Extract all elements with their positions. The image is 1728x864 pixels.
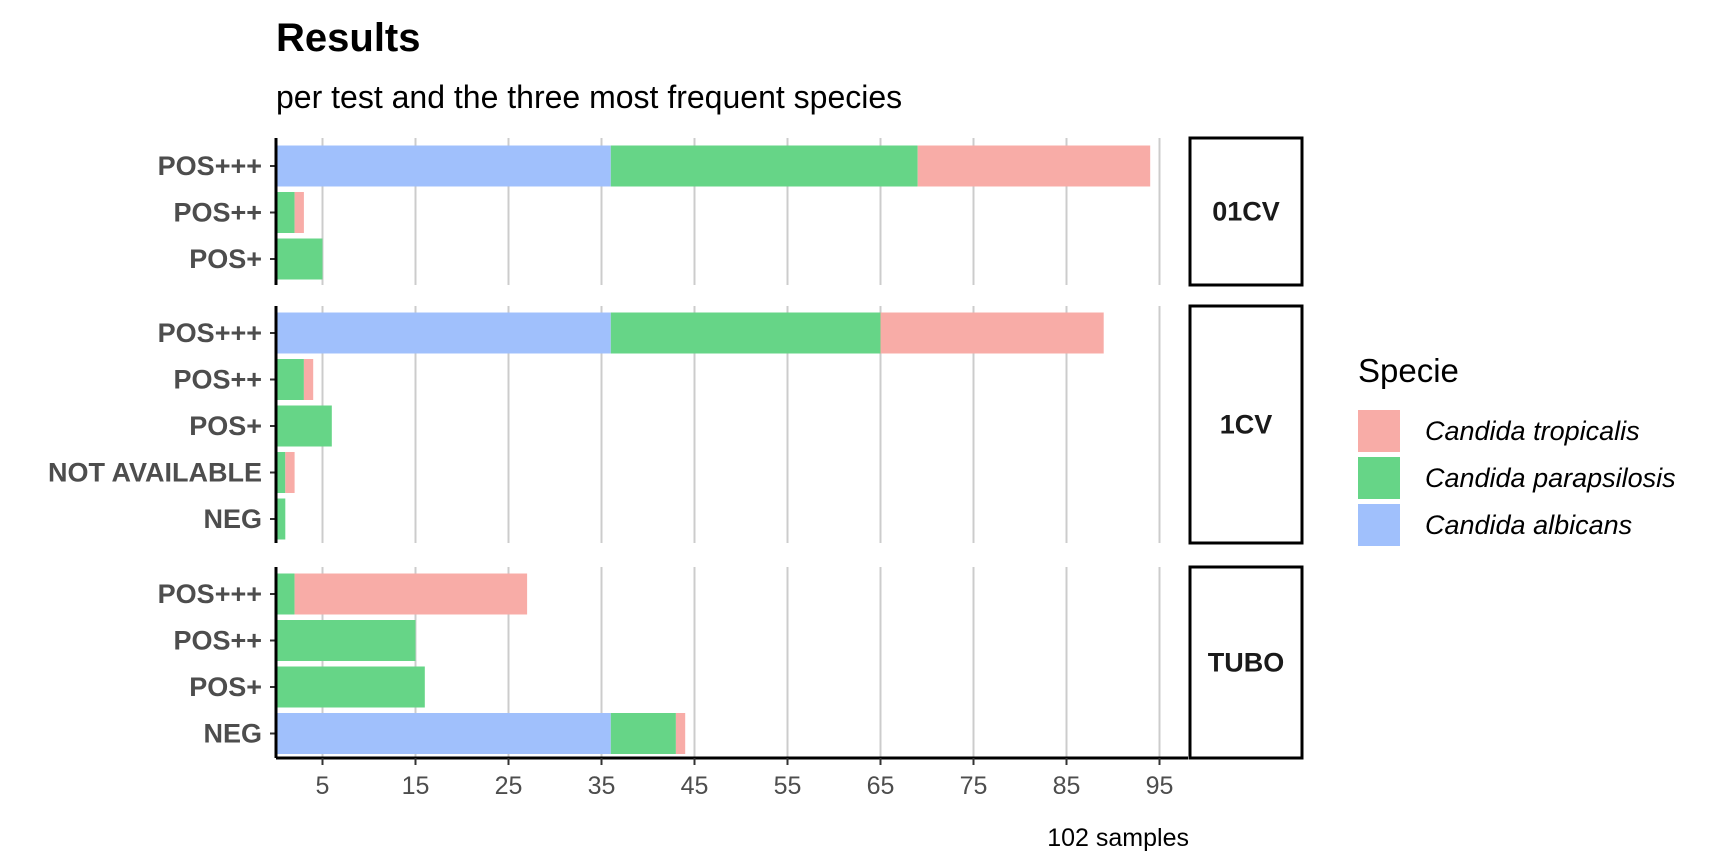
y-tick-label: NEG: [203, 504, 262, 534]
x-tick-label: 95: [1146, 772, 1174, 800]
facet-strip: [1188, 565, 1304, 760]
bar-candida-parapsilosis: [276, 238, 323, 280]
x-tick-label: 35: [588, 772, 616, 800]
y-tick-label: POS+++: [158, 318, 262, 348]
bar-candida-parapsilosis: [276, 573, 295, 615]
x-tick-label: 85: [1053, 772, 1081, 800]
x-tick-label: 5: [316, 772, 330, 800]
legend-label: Candida albicans: [1425, 510, 1632, 540]
bar-candida-parapsilosis: [276, 452, 286, 493]
y-tick-label: NOT AVAILABLE: [48, 458, 262, 488]
bar-candida-tropicalis: [294, 573, 528, 615]
bar-candida-tropicalis: [675, 713, 686, 754]
bar-candida-parapsilosis: [610, 312, 881, 354]
chart-title: Results: [276, 16, 421, 60]
legend-swatch: [1358, 504, 1400, 546]
x-tick-label: 45: [681, 772, 709, 800]
x-tick-label: 15: [402, 772, 430, 800]
y-tick-label: POS+: [189, 672, 262, 702]
y-tick-label: POS++: [173, 626, 262, 656]
legend-label: Candida tropicalis: [1425, 416, 1640, 446]
chart-caption: 102 samples: [1047, 824, 1189, 852]
panel-1cv: POS+++ POS++ POS+ NOT AVAILABLE NEG 1CV: [48, 304, 1304, 545]
bar-candida-albicans: [276, 713, 611, 754]
x-tick-label: 25: [495, 772, 523, 800]
panel-tubo: POS+++ POS++ POS+ NEG TUBO: [158, 565, 1304, 760]
bar-candida-parapsilosis: [610, 145, 918, 187]
plot-area: POS+++ POS++ POS+ 01CV POS+++ POS++ POS+ NOT AV…: [48, 136, 1304, 800]
x-tick-label: 55: [774, 772, 802, 800]
bar-candida-parapsilosis: [276, 666, 425, 708]
chart-subtitle: per test and the three most frequent spe…: [276, 79, 902, 115]
legend-title: Specie: [1358, 352, 1459, 389]
bar-candida-tropicalis: [917, 145, 1151, 187]
bar-candida-tropicalis: [303, 359, 314, 400]
bar-candida-tropicalis: [294, 192, 304, 233]
bar-candida-tropicalis: [880, 312, 1104, 354]
bar-candida-albicans: [276, 145, 611, 187]
legend: Specie Candida tropicalis Candida parapsi…: [1358, 352, 1676, 546]
y-tick-label: POS++: [173, 198, 262, 228]
legend-swatch: [1358, 457, 1400, 499]
x-tick-label: 65: [867, 772, 895, 800]
y-tick-label: POS+++: [158, 579, 262, 609]
x-tick-label: 75: [960, 772, 988, 800]
bar-candida-albicans: [276, 312, 611, 354]
facet-strip-label: 1CV: [1220, 410, 1273, 440]
y-tick-label: NEG: [203, 719, 262, 749]
y-tick-label: POS++: [173, 365, 262, 395]
y-tick-label: POS+: [189, 244, 262, 274]
bar-candida-tropicalis: [285, 452, 295, 493]
facet-strip: [1188, 304, 1304, 545]
y-tick-label: POS+++: [158, 151, 262, 181]
bar-candida-parapsilosis: [276, 620, 416, 661]
bar-candida-parapsilosis: [276, 359, 304, 400]
legend-swatch: [1358, 410, 1400, 452]
y-tick-label: POS+: [189, 411, 262, 441]
bar-candida-parapsilosis: [610, 713, 676, 754]
bar-candida-parapsilosis: [276, 192, 295, 233]
facet-strip: [1188, 136, 1304, 287]
facet-strip-label: 01CV: [1212, 197, 1280, 227]
bar-candida-parapsilosis: [276, 405, 332, 447]
facet-strip-label: TUBO: [1208, 648, 1285, 678]
panel-01cv: POS+++ POS++ POS+ 01CV: [158, 136, 1304, 287]
legend-label: Candida parapsilosis: [1425, 463, 1676, 493]
bar-candida-parapsilosis: [276, 498, 286, 540]
